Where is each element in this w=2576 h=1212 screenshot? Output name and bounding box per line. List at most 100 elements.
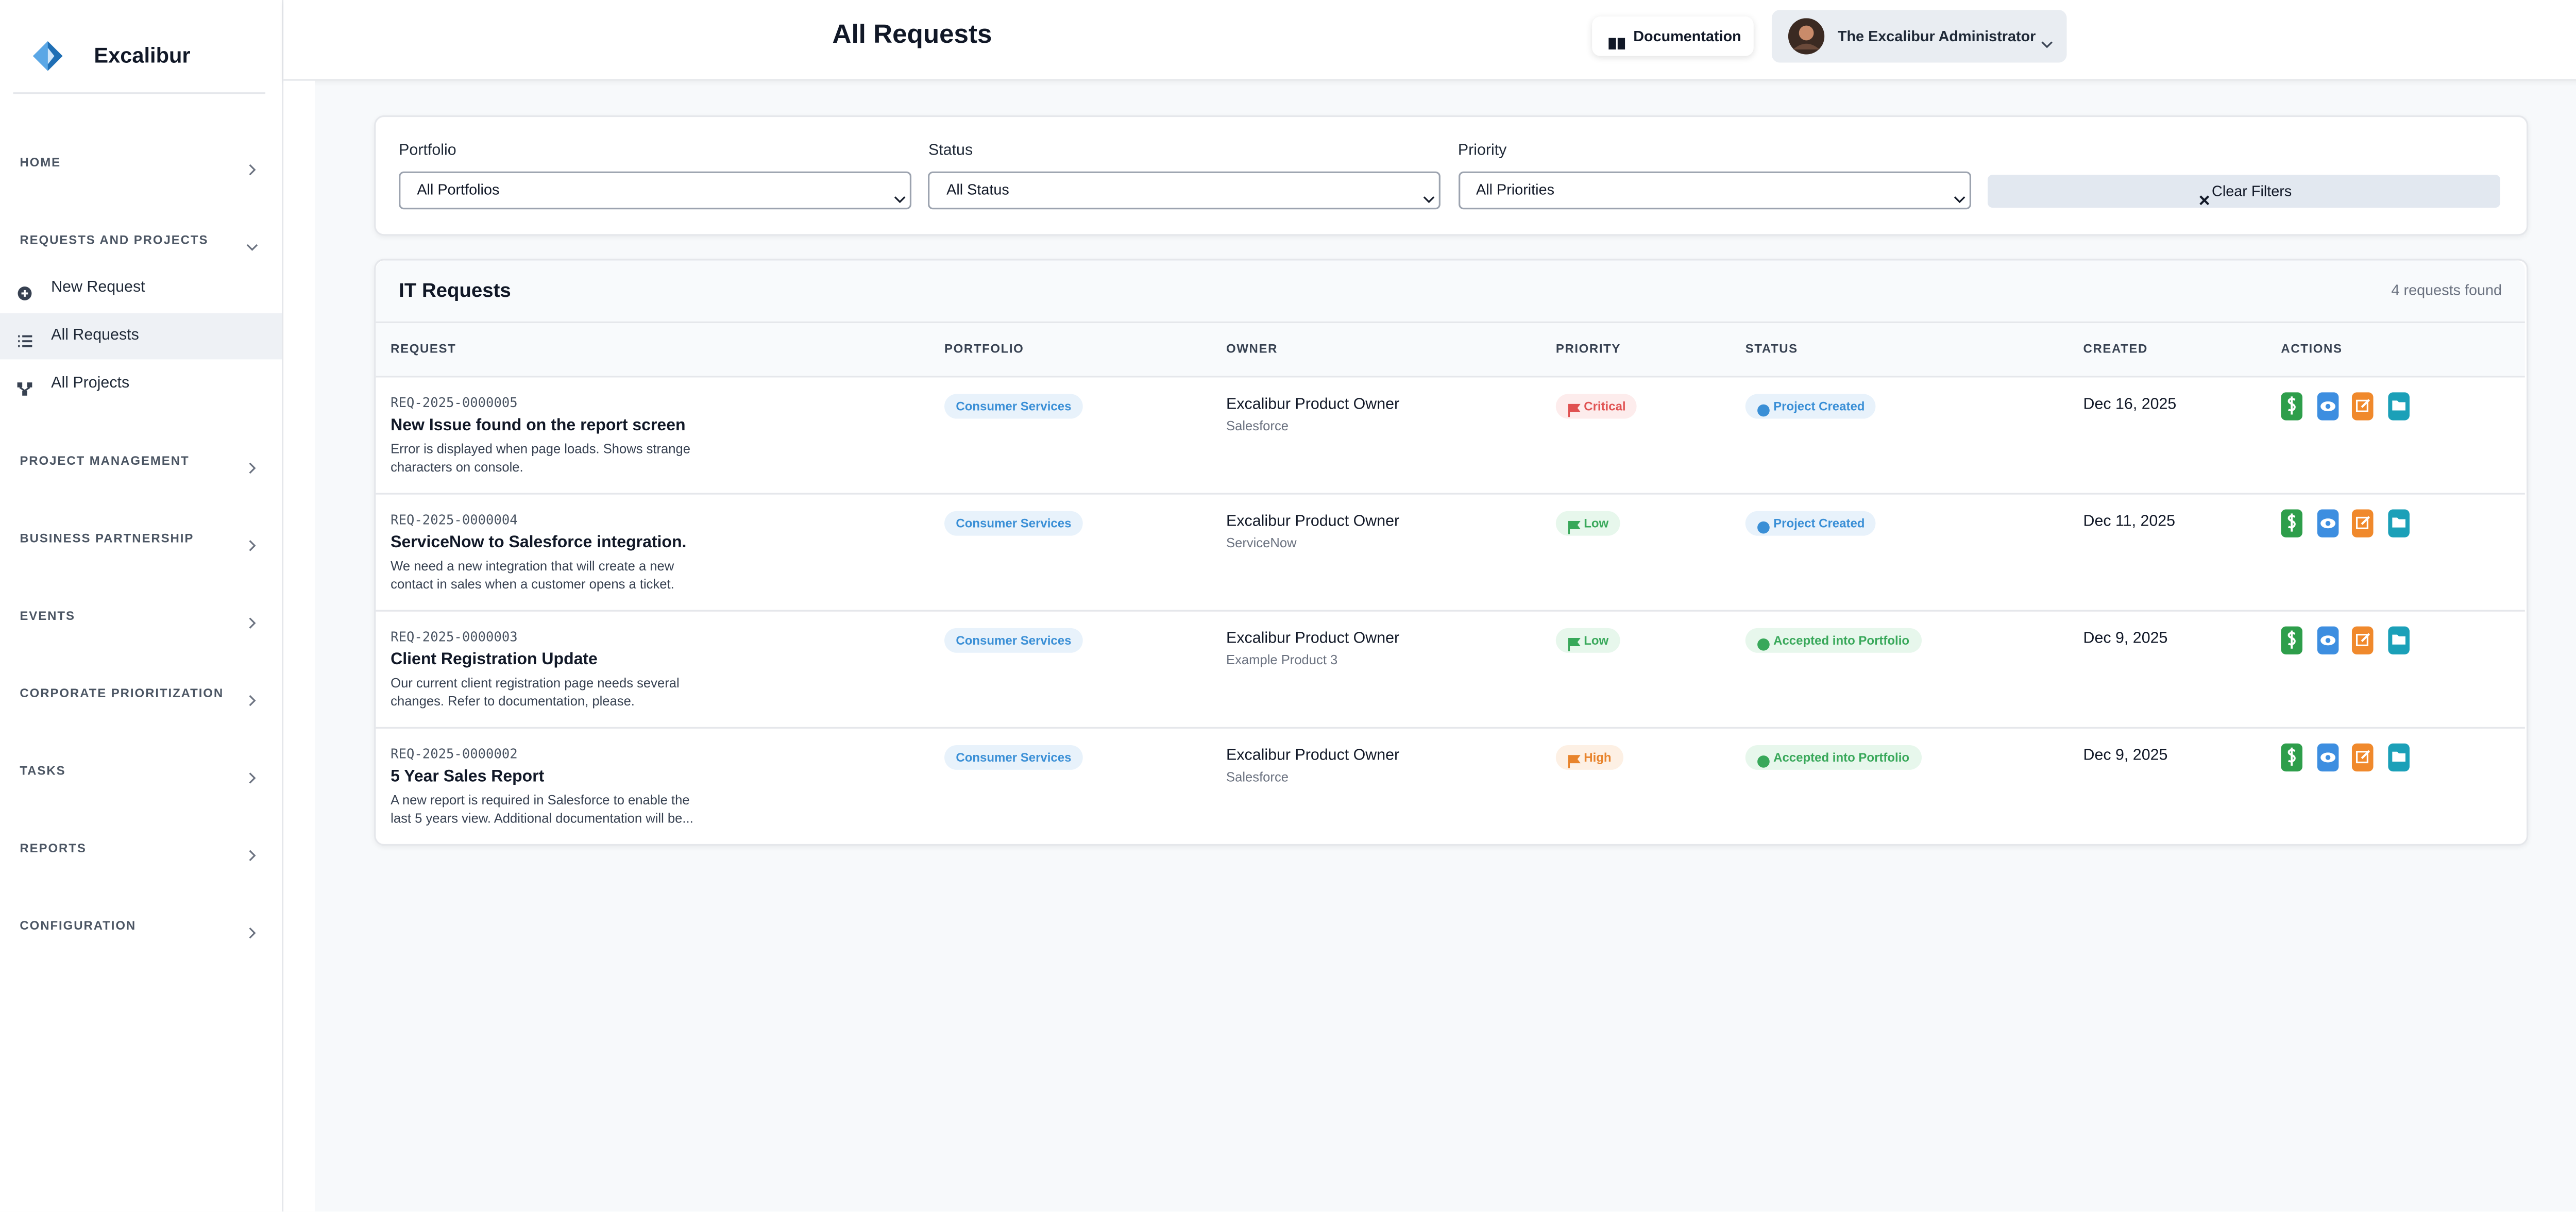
- request-title[interactable]: New Issue found on the report screen: [391, 417, 686, 435]
- created-date: Dec 9, 2025: [2083, 630, 2168, 648]
- nav-section[interactable]: CONFIGURATION: [20, 918, 137, 933]
- chevron: [893, 184, 907, 204]
- portfolio-badge: Consumer Services: [944, 745, 1083, 770]
- filter-value: All Priorities: [1476, 181, 1555, 198]
- filter-select[interactable]: All Status: [928, 171, 1441, 210]
- sidebar: [0, 0, 284, 1212]
- nav-section[interactable]: CORPORATE PRIORITIZATION: [20, 685, 224, 701]
- finance-button[interactable]: [2281, 509, 2303, 537]
- nav-section[interactable]: BUSINESS PARTNERSHIP: [20, 531, 194, 546]
- chevron: [246, 155, 259, 176]
- filter-select[interactable]: All Priorities: [1458, 171, 1971, 210]
- owner: Excalibur Product Owner: [1226, 395, 1400, 414]
- nav-item[interactable]: All Projects: [51, 374, 130, 393]
- status-dot: [1757, 751, 1770, 767]
- chevron: [1423, 184, 1436, 204]
- page-title: All Requests: [832, 21, 992, 49]
- folder-button[interactable]: [2387, 626, 2409, 655]
- request-title[interactable]: ServiceNow to Salesforce integration.: [391, 534, 687, 552]
- nav-icon: [16, 328, 33, 347]
- chevron: [246, 763, 259, 784]
- chevron: [246, 531, 259, 551]
- status-dot: [1757, 400, 1770, 416]
- owner: Excalibur Product Owner: [1226, 630, 1400, 648]
- column-header: CREATED: [2083, 341, 2148, 356]
- flag-icon: [1567, 752, 1581, 768]
- priority-text: Critical: [1584, 399, 1626, 414]
- request-title[interactable]: Client Registration Update: [391, 651, 598, 669]
- status-text: Project Created: [1773, 399, 1865, 414]
- created-date: Dec 9, 2025: [2083, 747, 2168, 765]
- view-button[interactable]: [2316, 509, 2338, 537]
- edit-button[interactable]: [2351, 626, 2374, 655]
- nav-active-bg: [0, 313, 282, 360]
- view-button[interactable]: [2316, 392, 2338, 420]
- filter-label: Portfolio: [399, 142, 456, 160]
- nav-item[interactable]: New Request: [51, 278, 145, 297]
- column-header: REQUEST: [391, 341, 456, 356]
- product: Salesforce: [1226, 418, 1289, 434]
- priority-badge: High: [1555, 745, 1623, 770]
- result-count: 4 requests found: [2391, 282, 2502, 299]
- edit-button[interactable]: [2351, 392, 2374, 420]
- folder-button[interactable]: [2387, 743, 2409, 772]
- view-button[interactable]: [2316, 743, 2338, 772]
- finance-button[interactable]: [2281, 743, 2303, 772]
- table-head-bg: [376, 260, 2525, 378]
- status-badge: Project Created: [1745, 511, 1876, 536]
- flag-icon: [1567, 517, 1581, 534]
- edit-button[interactable]: [2351, 743, 2374, 772]
- status-badge: Project Created: [1745, 394, 1876, 419]
- priority-badge: Low: [1555, 511, 1620, 536]
- documentation-button[interactable]: Documentation: [1592, 16, 1754, 56]
- status-badge: Accepted into Portfolio: [1745, 628, 1921, 653]
- nav-section[interactable]: HOME: [20, 155, 61, 170]
- created-date: Dec 11, 2025: [2083, 512, 2176, 531]
- nav-section[interactable]: EVENTS: [20, 608, 75, 624]
- logo: [31, 40, 64, 73]
- clear-filters-button[interactable]: Clear Filters: [1987, 175, 2500, 208]
- edit-button[interactable]: [2351, 509, 2374, 537]
- status-text: Accepted into Portfolio: [1773, 633, 1910, 648]
- nav-section[interactable]: REQUESTS AND PROJECTS: [20, 232, 209, 247]
- column-header: OWNER: [1226, 341, 1278, 356]
- chevron: [246, 918, 259, 939]
- view-button[interactable]: [2316, 626, 2338, 655]
- portfolio-badge: Consumer Services: [944, 511, 1083, 536]
- priority-text: Low: [1584, 516, 1609, 531]
- nav-section[interactable]: PROJECT MANAGEMENT: [20, 453, 190, 468]
- folder-button[interactable]: [2387, 509, 2409, 537]
- nav-icon: [16, 280, 33, 300]
- request-id: REQ-2025-0000004: [391, 512, 518, 528]
- finance-button[interactable]: [2281, 626, 2303, 655]
- clear-filters-label: Clear Filters: [2212, 183, 2292, 200]
- chevron: [246, 840, 259, 862]
- chevron: [246, 686, 259, 706]
- flag-icon: [1567, 400, 1581, 417]
- user-menu[interactable]: The Excalibur Administrator: [1771, 10, 2067, 63]
- filter-value: All Status: [946, 181, 1009, 198]
- portfolio-badge: Consumer Services: [944, 628, 1083, 653]
- folder-button[interactable]: [2387, 392, 2409, 420]
- nav-section[interactable]: TASKS: [20, 763, 66, 778]
- close-icon: [2198, 184, 2210, 206]
- product: ServiceNow: [1226, 535, 1297, 551]
- request-description: Our current client registration page nee…: [391, 676, 680, 708]
- request-title[interactable]: 5 Year Sales Report: [391, 768, 545, 786]
- header: [283, 0, 2576, 81]
- product: Example Product 3: [1226, 652, 1338, 668]
- portfolio-badge: Consumer Services: [944, 394, 1083, 419]
- priority-badge: Critical: [1555, 394, 1638, 419]
- owner: Excalibur Product Owner: [1226, 747, 1400, 765]
- filter-select[interactable]: All Portfolios: [399, 171, 912, 210]
- request-description: Error is displayed when page loads. Show…: [391, 442, 691, 474]
- row-divider: [376, 610, 2525, 612]
- status-dot: [1757, 517, 1770, 533]
- status-text: Accepted into Portfolio: [1773, 750, 1910, 765]
- nav-section[interactable]: REPORTS: [20, 840, 87, 856]
- request-id: REQ-2025-0000002: [391, 747, 518, 762]
- chevron: [246, 608, 259, 629]
- finance-button[interactable]: [2281, 392, 2303, 420]
- nav-item[interactable]: All Requests: [51, 326, 139, 345]
